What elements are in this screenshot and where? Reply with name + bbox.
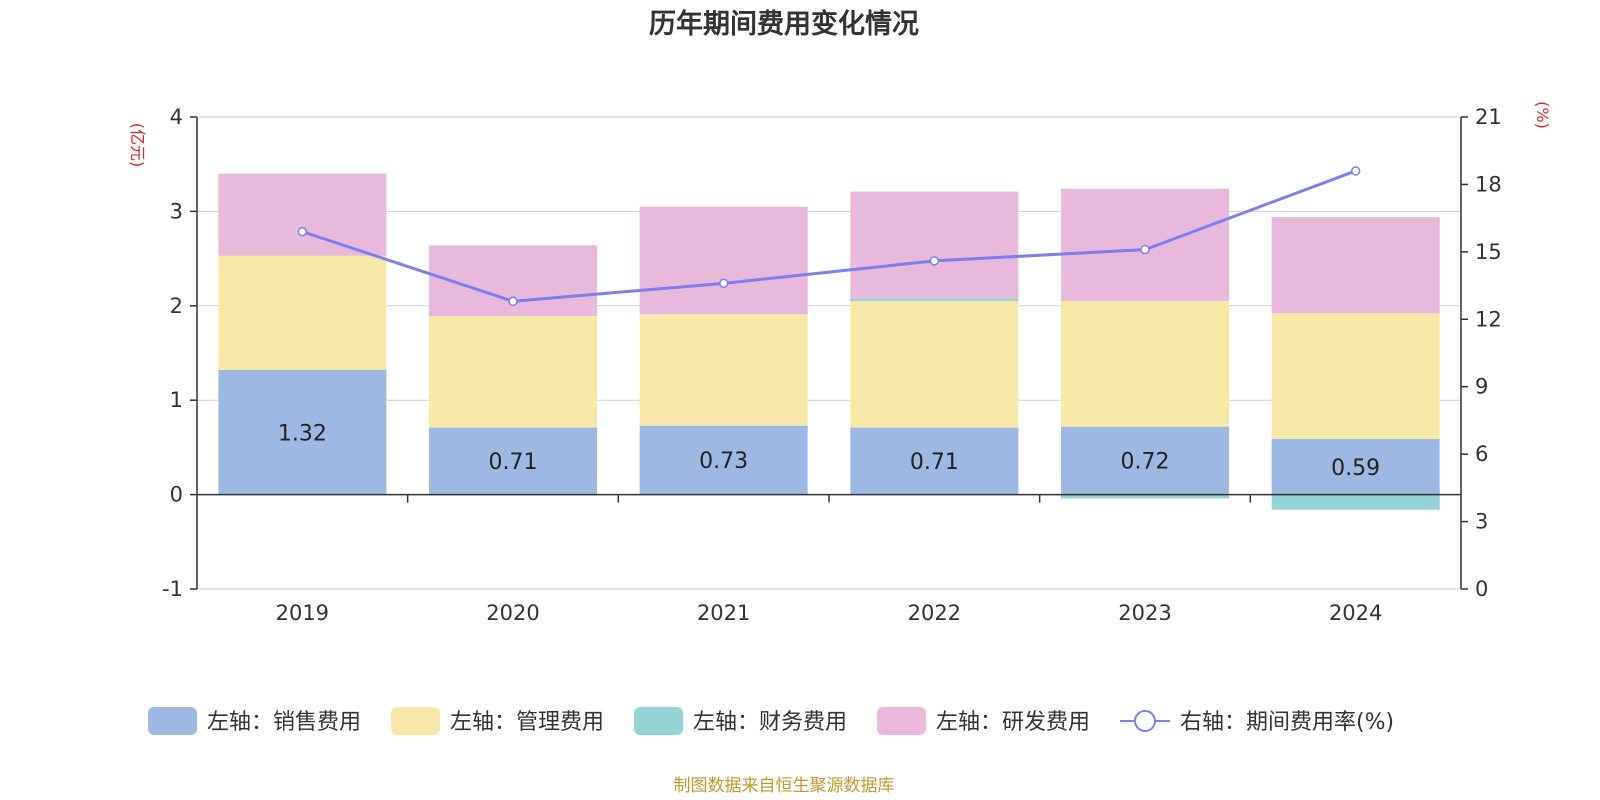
bar-segment: [639, 425, 808, 495]
x-axis-label: 2023: [1118, 601, 1171, 625]
left-axis-tick-label: 4: [170, 105, 183, 129]
rate-line: [297, 166, 1361, 307]
x-axis-label: 2021: [697, 601, 750, 625]
legend-label: 左轴：财务费用: [693, 710, 847, 735]
data-source-note: 制图数据来自恒生聚源数据库: [674, 776, 895, 796]
bar-segment: [1271, 313, 1440, 439]
data-label: 0.59: [1331, 456, 1380, 481]
x-axis-label: 2022: [908, 601, 961, 625]
right-axis-tick-label: 3: [1475, 510, 1488, 534]
right-axis-tick-label: 6: [1475, 442, 1488, 466]
left-axis-tick-label: 2: [170, 294, 183, 318]
legend-label: 左轴：销售费用: [207, 710, 361, 735]
data-label: 0.71: [910, 450, 959, 475]
legend: 左轴：销售费用 左轴：管理费用 左轴：财务费用 左轴：研发费用 右轴：期间费用率(%): [148, 707, 1394, 735]
legend-swatch: [391, 707, 440, 735]
right-axis-tick-label: 0: [1475, 577, 1488, 601]
bar-segment: [850, 427, 1019, 495]
legend-label: 右轴：期间费用率(%): [1180, 710, 1394, 735]
bar-segment: [850, 191, 1019, 299]
rate-point: [508, 296, 518, 307]
rate-point: [929, 256, 940, 266]
bar-labels: 1.32 0.71 0.73 0.71 0.72 0.59: [278, 421, 1380, 480]
left-axis-tick-label: 1: [170, 388, 183, 412]
x-axis-label: 2020: [486, 601, 539, 625]
bars: [218, 173, 1440, 510]
bar-segment: [429, 427, 597, 495]
bar-segment: [639, 206, 808, 315]
left-axis-tick-label: -1: [162, 577, 183, 601]
data-label: 0.73: [699, 449, 748, 474]
data-label: 1.32: [278, 421, 327, 446]
gridlines: [197, 116, 1461, 590]
left-axis-unit: (亿元): [128, 123, 147, 168]
bar-segment: [1271, 438, 1440, 495]
rate-series-line: [301, 169, 1357, 303]
bar-segment: [850, 298, 1019, 302]
left-axis-tick-label: 0: [170, 483, 183, 507]
bar-segment: [429, 316, 597, 428]
rate-point: [718, 278, 729, 289]
legend-label: 左轴：研发费用: [936, 710, 1090, 735]
left-axis-tick-label: 3: [170, 199, 183, 223]
right-axis-unit: (%): [1533, 101, 1552, 129]
rate-point: [1350, 166, 1361, 176]
bar-segment: [1271, 494, 1440, 510]
legend-swatch: [877, 707, 926, 735]
x-axis-label: 2024: [1329, 601, 1382, 625]
legend-marker-icon: [1134, 710, 1156, 732]
right-axis-tick-label: 15: [1475, 240, 1502, 264]
chart-title: 历年期间费用变化情况: [649, 8, 919, 40]
bar-segment: [1061, 494, 1229, 499]
rate-point: [1140, 244, 1150, 255]
bar-segment: [1271, 217, 1440, 314]
legend-swatch: [634, 707, 683, 735]
x-axis-label: 2019: [276, 601, 329, 625]
data-label: 0.71: [489, 450, 538, 475]
right-axis-tick-label: 12: [1475, 307, 1502, 331]
bar-segment: [1061, 426, 1229, 495]
right-axis-tick-label: 18: [1475, 172, 1502, 196]
bar-segment: [1061, 301, 1229, 427]
right-axis-tick-label: 21: [1475, 105, 1502, 129]
bar-segment: [218, 173, 387, 256]
bar-segment: [850, 301, 1019, 428]
bar-segment: [218, 369, 387, 495]
right-axis-tick-label: 9: [1475, 375, 1488, 399]
legend-label: 左轴：管理费用: [450, 710, 604, 735]
bar-segment: [218, 255, 387, 370]
bar-segment: [639, 314, 808, 426]
data-label: 0.72: [1121, 450, 1170, 475]
legend-swatch: [148, 707, 197, 735]
rate-point: [297, 226, 308, 237]
